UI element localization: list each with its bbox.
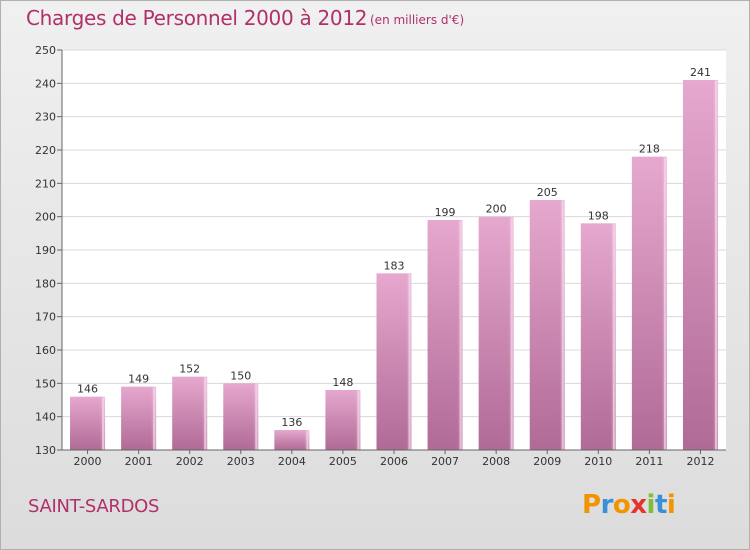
bar-shine xyxy=(631,156,667,450)
x-tick-label: 2004 xyxy=(278,455,306,468)
data-label: 199 xyxy=(435,206,456,219)
bar-shine xyxy=(325,390,361,450)
bar-shine xyxy=(427,220,463,450)
data-label: 136 xyxy=(281,416,302,429)
place-name: SAINT-SARDOS xyxy=(28,496,160,517)
y-tick-label: 190 xyxy=(35,244,56,257)
proxiti-logo: Proxiti xyxy=(582,490,676,520)
bar-shine xyxy=(121,386,157,450)
data-label: 150 xyxy=(230,369,251,382)
x-tick-label: 2009 xyxy=(533,455,561,468)
bar-shine xyxy=(172,376,208,450)
data-label: 149 xyxy=(128,373,149,386)
y-tick-label: 210 xyxy=(35,177,56,190)
data-label: 146 xyxy=(77,383,98,396)
x-tick-label: 2003 xyxy=(227,455,255,468)
y-tick-label: 130 xyxy=(35,444,56,457)
chart-title: Charges de Personnel 2000 à 2012 xyxy=(26,6,368,30)
x-tick-label: 2007 xyxy=(431,455,459,468)
x-tick-label: 2011 xyxy=(635,455,663,468)
bar-shine xyxy=(376,273,412,450)
data-label: 148 xyxy=(332,376,353,389)
y-tick-label: 250 xyxy=(35,44,56,57)
bar-shine xyxy=(223,383,259,450)
x-tick-label: 2012 xyxy=(686,455,714,468)
x-tick-label: 2006 xyxy=(380,455,408,468)
data-label: 198 xyxy=(588,209,609,222)
chart-subtitle: (en milliers d'€) xyxy=(370,13,465,27)
y-tick-label: 200 xyxy=(35,211,56,224)
y-tick-label: 170 xyxy=(35,311,56,324)
data-label: 152 xyxy=(179,363,200,376)
y-tick-label: 150 xyxy=(35,377,56,390)
x-tick-label: 2005 xyxy=(329,455,357,468)
data-label: 205 xyxy=(537,186,558,199)
y-tick-label: 240 xyxy=(35,77,56,90)
bar-shine xyxy=(478,216,514,450)
bar-shine xyxy=(580,223,616,450)
y-tick-label: 160 xyxy=(35,344,56,357)
y-tick-label: 220 xyxy=(35,144,56,157)
data-label: 218 xyxy=(639,143,660,156)
bar-shine xyxy=(682,80,718,450)
data-label: 200 xyxy=(486,203,507,216)
x-tick-label: 2008 xyxy=(482,455,510,468)
x-tick-label: 2000 xyxy=(74,455,102,468)
x-tick-label: 2002 xyxy=(176,455,204,468)
bar-shine xyxy=(274,430,310,450)
y-tick-label: 230 xyxy=(35,111,56,124)
data-label: 183 xyxy=(384,259,405,272)
data-label: 241 xyxy=(690,66,711,79)
bar-shine xyxy=(529,200,565,450)
x-tick-label: 2010 xyxy=(584,455,612,468)
x-tick-label: 2001 xyxy=(125,455,153,468)
bar-shine xyxy=(70,396,106,450)
y-tick-label: 140 xyxy=(35,411,56,424)
y-tick-label: 180 xyxy=(35,277,56,290)
